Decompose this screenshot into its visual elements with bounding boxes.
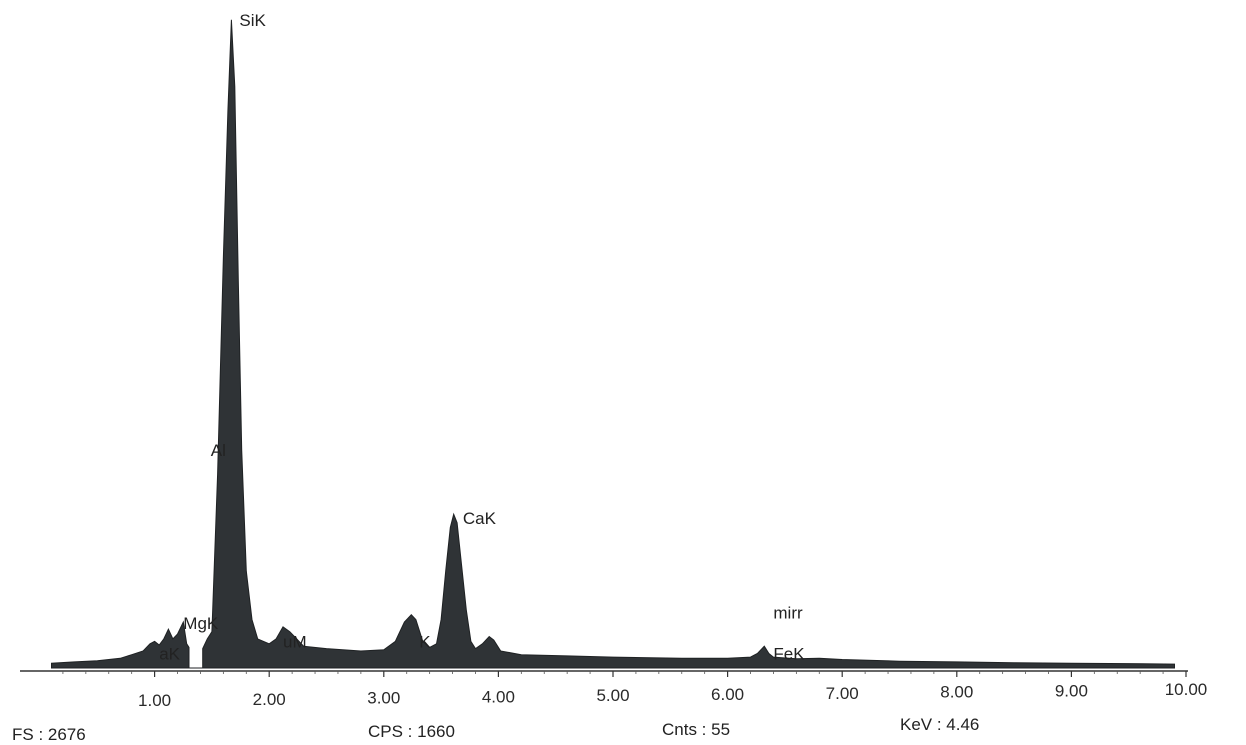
x-axis-ticks: 1.00 2.00 3.00 4.00 5.00 6.00 7.00 8.00 9.00 10.0…	[62, 671, 1208, 710]
x-tick-label: 2.00	[253, 690, 286, 709]
footer-fs: FS : 2676	[12, 725, 86, 744]
x-tick-label: 7.00	[826, 684, 859, 703]
x-tick-label: 6.00	[711, 685, 744, 704]
peak-label: mirr	[773, 603, 803, 622]
footer-cnts: Cnts : 55	[662, 720, 730, 739]
spectrum-area	[51, 19, 1175, 669]
x-tick-label: 5.00	[596, 686, 629, 705]
peak-label: MgK	[183, 614, 219, 633]
peak-label: Al	[211, 441, 226, 460]
x-tick-label: 10.00	[1165, 680, 1208, 699]
x-tick-label: 1.00	[138, 691, 171, 710]
x-tick-label: 3.00	[367, 689, 400, 708]
peak-label: FeK	[773, 645, 805, 664]
peak-label: uM	[283, 632, 307, 651]
peak-label: CaK	[463, 509, 497, 528]
peak-label: K	[419, 632, 431, 651]
x-tick-label: 4.00	[482, 687, 515, 706]
peak-label: SiK	[239, 11, 266, 30]
x-tick-label: 8.00	[940, 683, 973, 702]
footer-cps: CPS : 1660	[368, 722, 455, 741]
plot-area	[51, 19, 1175, 669]
footer-kev: KeV : 4.46	[900, 715, 979, 734]
x-tick-label: 9.00	[1055, 681, 1088, 700]
peak-label: aK	[159, 645, 180, 664]
